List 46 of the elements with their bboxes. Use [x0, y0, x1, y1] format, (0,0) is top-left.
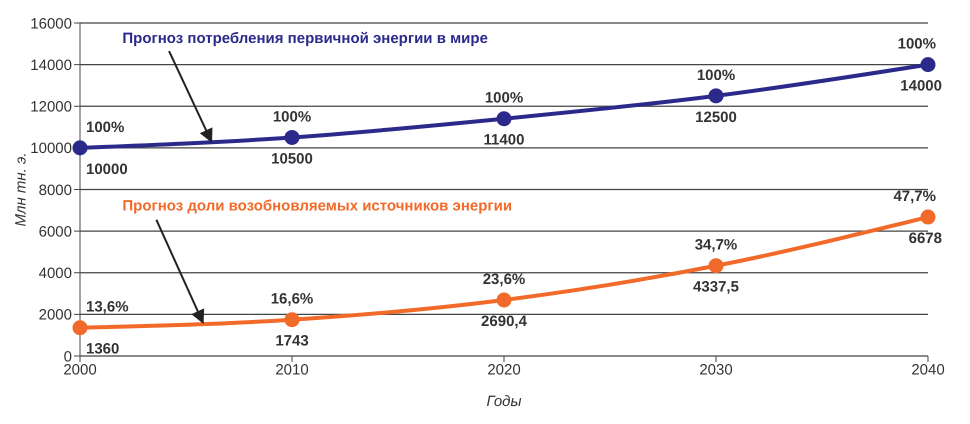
y-tick-label: 12000	[30, 98, 72, 116]
point	[72, 320, 88, 336]
text: Прогноз доли возобновляемых источников энергии	[122, 197, 512, 214]
y-tick-label: 16000	[30, 15, 72, 32]
x-tick-label: 2040	[911, 362, 945, 379]
data-label: 6678	[908, 230, 942, 248]
annotation: 23,6%	[482, 271, 526, 288]
y-tick-label: 4000	[38, 265, 72, 282]
y-tick-label: 6000	[38, 223, 72, 240]
annotation: 13,6%	[86, 298, 129, 316]
x-axis-title: Годы	[486, 393, 522, 410]
point	[284, 130, 300, 145]
point	[496, 292, 512, 308]
annotation: 100%	[484, 90, 524, 107]
y-axis-title: Млн тн. э.	[12, 152, 30, 227]
y-tick-label: 2000	[38, 306, 72, 324]
data-label: 10000	[86, 160, 128, 178]
data-label: 4337,5	[693, 278, 739, 296]
y-tick-label: 14000	[30, 56, 72, 74]
annotation: 100%	[898, 36, 936, 53]
x-tick-label: 2030	[699, 362, 733, 379]
data-label: 1743	[275, 332, 309, 350]
y-tick-label: 8000	[38, 182, 72, 199]
x-tick-label: 2020	[487, 362, 521, 379]
annotation: 34,7%	[694, 236, 738, 254]
point	[708, 258, 724, 274]
annotation: 100%	[86, 118, 124, 136]
data-label: 14000	[900, 78, 942, 95]
text: Прогноз потребления первичной энергии в мире	[122, 30, 488, 47]
point	[284, 312, 300, 328]
point	[708, 88, 724, 104]
data-label: 2690,4	[481, 313, 528, 330]
data-label: 10500	[271, 150, 313, 168]
x-tick-label: 2010	[275, 362, 309, 379]
point	[496, 111, 512, 126]
annotation: 100%	[272, 108, 312, 126]
data-label: 12500	[695, 108, 737, 126]
point	[920, 57, 936, 72]
point	[72, 140, 88, 156]
annotation: 47,7%	[893, 188, 936, 206]
data-label: 11400	[484, 132, 524, 149]
annotation: 100%	[696, 66, 736, 84]
annotation: 16,6%	[270, 290, 314, 308]
point	[920, 210, 936, 225]
y-tick-label: 10000	[30, 140, 72, 158]
data-label: 1360	[86, 340, 120, 358]
